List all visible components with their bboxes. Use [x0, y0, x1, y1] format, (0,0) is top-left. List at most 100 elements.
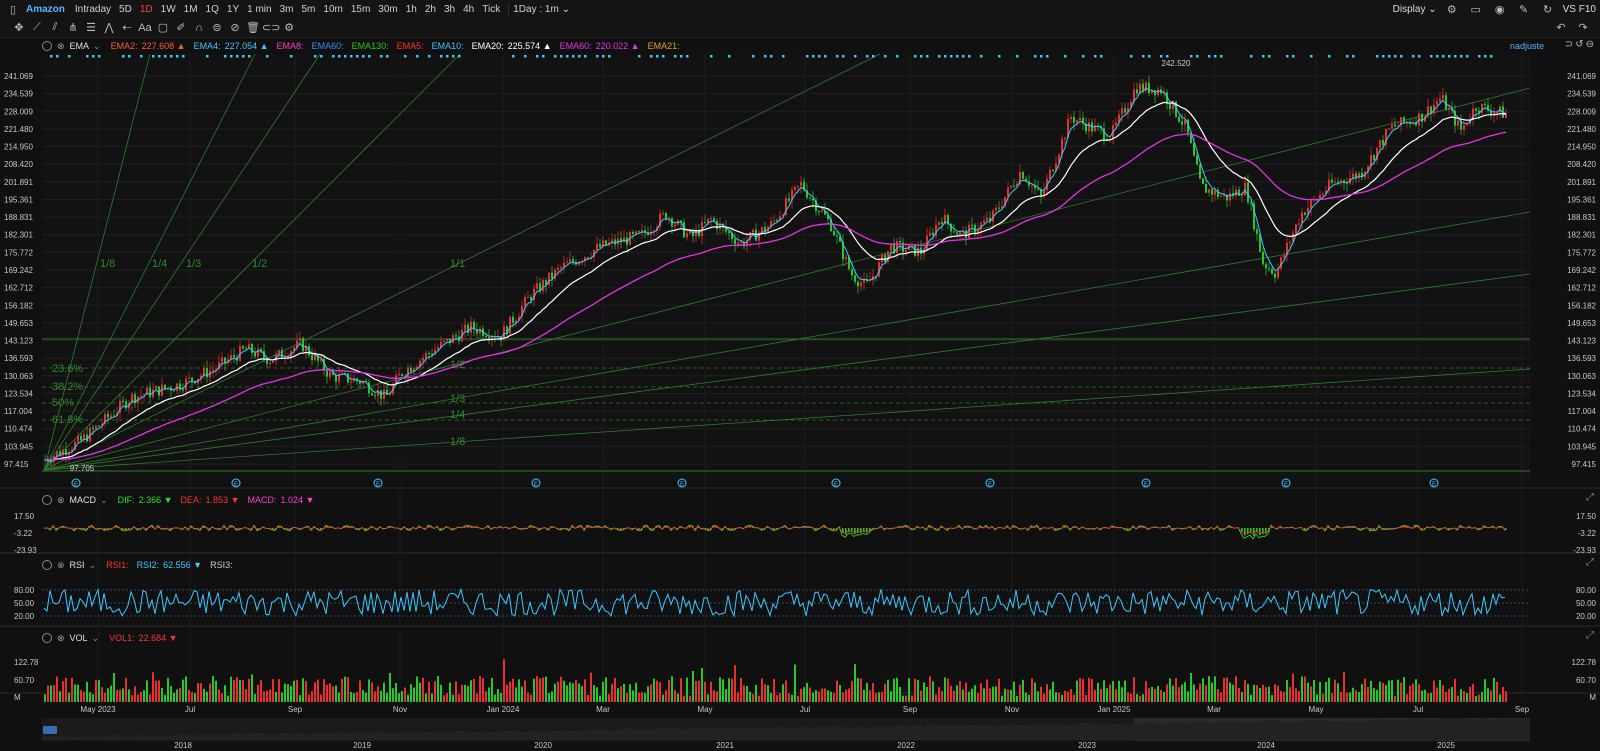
- timeframe-30m[interactable]: 30m: [378, 3, 398, 15]
- trash-icon[interactable]: 🗑: [246, 22, 260, 34]
- timeframe-3m[interactable]: 3m: [279, 3, 294, 15]
- volume-bar: [566, 685, 568, 702]
- timeframe-1m[interactable]: 1M: [183, 3, 198, 15]
- candle-body: [602, 240, 604, 247]
- volume-bar: [887, 679, 889, 702]
- macd-name[interactable]: MACD: [69, 495, 97, 505]
- timeframe-1q[interactable]: 1Q: [205, 3, 219, 15]
- ema-value-8: 220.022 ▲: [595, 41, 640, 51]
- timeframe-5m[interactable]: 5m: [301, 3, 316, 15]
- text-icon[interactable]: Aa: [138, 21, 152, 34]
- trendline-icon[interactable]: ⟋: [33, 21, 41, 33]
- crosshair-icon[interactable]: ✥: [14, 22, 24, 34]
- brush-icon[interactable]: ✐: [176, 22, 186, 34]
- candle-body: [1013, 185, 1015, 187]
- volume-bar: [938, 687, 940, 702]
- timeframe-tick[interactable]: Tick: [482, 3, 501, 15]
- signal-dot: [380, 55, 383, 58]
- timeframe-intraday[interactable]: Intraday: [74, 3, 112, 15]
- channel-icon[interactable]: ⫽: [52, 21, 58, 33]
- timeframe-1-min[interactable]: 1 min: [247, 3, 272, 15]
- fibonacci-icon[interactable]: ☰: [86, 22, 96, 34]
- hide-icon[interactable]: ⊘: [230, 22, 240, 34]
- vol-name[interactable]: VOL: [69, 633, 88, 643]
- candle-body: [1319, 194, 1321, 200]
- magnet-icon[interactable]: ∩: [195, 21, 203, 34]
- candle-body: [299, 338, 301, 341]
- lock-icon[interactable]: ⊜: [212, 22, 222, 34]
- edit-icon[interactable]: ✎: [1519, 3, 1529, 16]
- drawing-settings-icon[interactable]: ⚙: [284, 22, 294, 34]
- macd-settings-icon[interactable]: [42, 495, 52, 505]
- indicator-dropdown-icon[interactable]: ⌄: [93, 40, 101, 51]
- top-bar: ▯ Amazon Intraday 5D 1D 1W 1M 1Q 1Y 1 min 3m 5m 10…: [0, 0, 1600, 18]
- timeframe-3h[interactable]: 3h: [444, 3, 456, 15]
- volume-bar: [719, 677, 721, 702]
- rsi-legend: ⊗ RSI ⌄ RSI1: RSI2: 62.556 ▼ RSI3:: [42, 559, 233, 571]
- timeframe-15m[interactable]: 15m: [350, 3, 371, 15]
- signal-dot: [638, 55, 641, 58]
- timeframe-1w[interactable]: 1W: [160, 3, 176, 15]
- timeframe-5d[interactable]: 5D: [119, 3, 132, 15]
- rsi-name[interactable]: RSI: [69, 560, 85, 570]
- indicator-name[interactable]: EMA: [69, 41, 90, 51]
- interval-select[interactable]: 1Day : 1m ⌄: [508, 3, 574, 15]
- candle-body: [155, 386, 157, 390]
- rsi-expand-icon[interactable]: ⤢: [1586, 557, 1594, 568]
- redo-icon[interactable]: ↷: [1578, 22, 1588, 34]
- macd-expand-icon[interactable]: ⤢: [1586, 492, 1594, 503]
- main-settings-icon[interactable]: [42, 41, 52, 51]
- timeframe-2h[interactable]: 2h: [424, 3, 436, 15]
- volume-bar: [1256, 685, 1258, 702]
- volume-bar: [1316, 694, 1318, 702]
- candle-body: [986, 217, 988, 221]
- restore-icon[interactable]: ⊃: [1564, 39, 1574, 50]
- candle-body: [116, 412, 118, 416]
- volume-bar: [455, 681, 457, 702]
- fork-icon[interactable]: ⋔: [68, 22, 78, 34]
- vol-settings-icon[interactable]: [42, 633, 52, 643]
- signal-dot: [1412, 55, 1415, 58]
- volume-bar: [1322, 693, 1324, 702]
- display-menu[interactable]: Display ⌄: [1392, 3, 1437, 15]
- macd-dropdown-icon[interactable]: ⌄: [100, 494, 108, 505]
- refresh-icon[interactable]: ↻: [1543, 3, 1553, 16]
- adjust-label[interactable]: nadjuste: [1509, 41, 1544, 51]
- rsi-visibility-icon[interactable]: ⊗: [57, 559, 65, 570]
- timeframe-1d[interactable]: 1D: [139, 3, 153, 15]
- undo-icon[interactable]: ↶: [1556, 22, 1566, 34]
- vol-visibility-icon[interactable]: ⊗: [57, 632, 65, 643]
- rsi-settings-icon[interactable]: [42, 560, 52, 570]
- macd-visibility-icon[interactable]: ⊗: [57, 494, 65, 505]
- camera-icon[interactable]: ◉: [1494, 3, 1505, 16]
- signal-dot: [854, 55, 857, 58]
- timeframe-1y[interactable]: 1Y: [226, 3, 240, 15]
- vol-expand-icon[interactable]: ⤢: [1586, 630, 1594, 641]
- symbol-name[interactable]: Amazon: [26, 3, 65, 15]
- close-panel-icon[interactable]: ⊖: [1585, 39, 1594, 50]
- macd-label-1: DEA:: [180, 495, 202, 505]
- arrow-icon[interactable]: ⇠: [122, 22, 132, 34]
- timeframe-4h[interactable]: 4h: [463, 3, 475, 15]
- candle-body: [530, 296, 532, 300]
- link-icon[interactable]: ⊂⊃: [262, 22, 281, 34]
- comment-icon[interactable]: ▢: [157, 22, 169, 34]
- main-visibility-icon[interactable]: ⊗: [57, 40, 65, 51]
- candle-body: [221, 357, 223, 363]
- timeframe-10m[interactable]: 10m: [323, 3, 343, 15]
- vs-f10-button[interactable]: VS F10: [1562, 3, 1596, 15]
- settings-icon[interactable]: ⚙: [1446, 3, 1457, 16]
- volume-bar: [839, 685, 841, 702]
- timeframe-1h[interactable]: 1h: [405, 3, 417, 15]
- candle-body: [353, 378, 355, 382]
- candle-body: [614, 239, 616, 245]
- pattern-icon[interactable]: ⋀: [104, 22, 114, 34]
- sidebar-toggle-icon[interactable]: ▯: [9, 3, 17, 16]
- macd-tick-right: -23.93: [1573, 546, 1596, 555]
- earnings-marker: [531, 478, 541, 488]
- undo-panel-icon[interactable]: ↺: [1575, 39, 1584, 50]
- vol-dropdown-icon[interactable]: ⌄: [91, 632, 100, 643]
- window-icon[interactable]: ▭: [1470, 3, 1481, 16]
- rsi-dropdown-icon[interactable]: ⌄: [88, 559, 97, 570]
